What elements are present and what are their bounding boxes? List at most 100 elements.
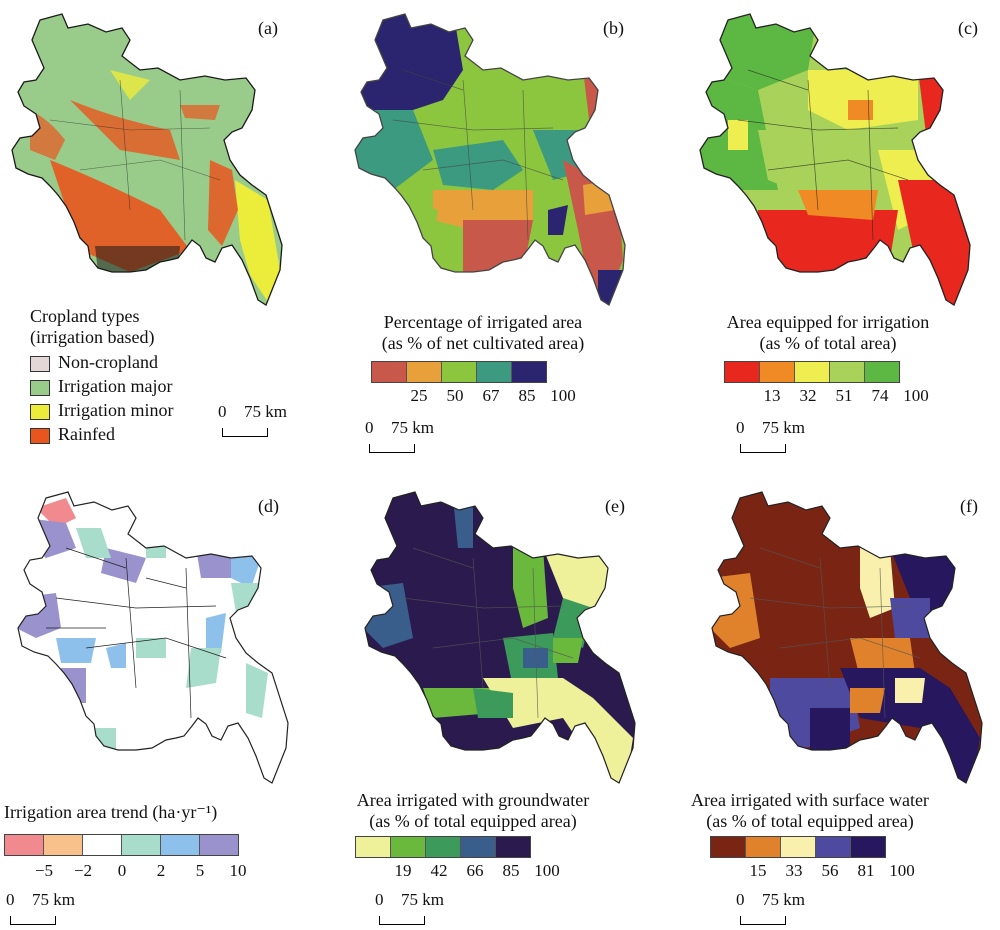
- colorbar-bin: [830, 362, 865, 382]
- colorbar-bin: [512, 362, 546, 382]
- tick-label: 5: [195, 861, 205, 880]
- colorbar-bin: [851, 837, 885, 857]
- colorbar-bin: [83, 835, 122, 855]
- legend-title-line1: Area equipped for irrigation: [726, 312, 930, 332]
- scale-line: [379, 916, 425, 925]
- scale-line: [740, 916, 786, 925]
- tick-label: 100: [534, 861, 560, 880]
- scale-zero: 0: [6, 890, 15, 909]
- scale-km: 75 km: [401, 890, 444, 909]
- colorbar-bin: [407, 362, 442, 382]
- tick-label: 0: [117, 861, 127, 880]
- colorbar-f: [710, 836, 886, 858]
- colorbar-bin: [5, 835, 44, 855]
- colorbar-b: [371, 361, 547, 383]
- tick-label: 10: [229, 861, 247, 880]
- colorbar-bin: [372, 362, 407, 382]
- tick-label: 19: [394, 861, 412, 880]
- tick-label: 2: [156, 861, 166, 880]
- panel-d: (d) Irrigation area trend (ha·yr⁻¹): [0, 470, 330, 930]
- tick-label: 25: [410, 386, 428, 405]
- scale-line: [369, 444, 415, 453]
- tick-label: 74: [871, 386, 889, 405]
- legend-title-line2: (as % of total area): [759, 333, 897, 353]
- equipped-irrigation-map: [699, 13, 971, 306]
- colorbar-bin: [200, 835, 238, 855]
- tick-label: 66: [466, 861, 484, 880]
- swatch: [30, 355, 50, 372]
- legend-item-rainfed: Rainfed: [30, 422, 173, 446]
- scale-km: 75 km: [762, 418, 805, 437]
- scale-line: [740, 444, 786, 453]
- panel-label: (c): [958, 18, 978, 38]
- colorbar-bin: [760, 362, 795, 382]
- panel-f: (f) Area irrigated with surface water (a…: [668, 470, 998, 930]
- tick-label: 85: [502, 861, 520, 880]
- swatch: [30, 427, 50, 444]
- scale-zero: 0: [736, 890, 745, 909]
- panel-label: (d): [258, 496, 279, 516]
- legend-item-irrigation-major: Irrigation major: [30, 374, 173, 398]
- swatch: [30, 379, 50, 396]
- tick-label: −2: [73, 861, 93, 880]
- colorbar-bin: [816, 837, 851, 857]
- legend-label: Rainfed: [58, 424, 115, 444]
- colorbar-bin: [44, 835, 83, 855]
- legend-title-line1: Cropland types: [30, 306, 140, 326]
- scale-zero: 0: [375, 890, 384, 909]
- tick-label: 100: [889, 861, 915, 880]
- colorbar-bin: [746, 837, 781, 857]
- colorbar-bin: [795, 362, 830, 382]
- tick-label: 50: [446, 386, 464, 405]
- legend-label: Non-cropland: [58, 352, 158, 372]
- irrigation-trend-map: [17, 491, 289, 784]
- colorbar-bin: [725, 362, 760, 382]
- panel-b: (b) Percentage of irrigated area (as % o…: [333, 0, 663, 460]
- colorbar-bin: [442, 362, 477, 382]
- tick-label: 100: [550, 386, 576, 405]
- colorbar-bin: [477, 362, 512, 382]
- cropland-type-map: [11, 13, 283, 306]
- legend-title-line2: (as % of net cultivated area): [381, 333, 585, 353]
- scale-line: [10, 916, 56, 925]
- panel-label: (a): [258, 18, 278, 38]
- panel-c: (c) Area equipped for irrigation (as % o…: [668, 0, 998, 460]
- tick-label: 85: [518, 386, 536, 405]
- colorbar-bin: [865, 362, 899, 382]
- groundwater-irrigation-map: [364, 491, 636, 784]
- scale-km: 75 km: [762, 890, 805, 909]
- legend-title-line1: Irrigation area trend (ha·yr⁻¹): [4, 802, 218, 822]
- tick-label: 33: [785, 861, 803, 880]
- colorbar-bin: [496, 837, 530, 857]
- legend-title-line1: Area irrigated with groundwater: [356, 790, 590, 810]
- legend-title-line2: (irrigation based): [30, 327, 155, 347]
- colorbar-bin: [461, 837, 496, 857]
- legend-title-f: Area irrigated with surface water (as % …: [670, 790, 950, 832]
- scale-line: [222, 428, 268, 437]
- tick-label: 15: [749, 861, 767, 880]
- tick-label: 56: [821, 861, 839, 880]
- legend-title-d: Irrigation area trend (ha·yr⁻¹): [4, 802, 217, 823]
- scale-bar: 0 75 km: [365, 418, 465, 458]
- scale-zero: 0: [218, 402, 227, 421]
- colorbar-bin: [161, 835, 200, 855]
- tick-label: 51: [835, 386, 853, 405]
- swatch: [30, 403, 50, 420]
- colorbar-bin: [711, 837, 746, 857]
- colorbar-bin: [356, 837, 391, 857]
- legend-title-a: Cropland types (irrigation based): [30, 306, 154, 348]
- scale-zero: 0: [365, 418, 374, 437]
- scale-bar: 0 75 km: [218, 402, 318, 442]
- scale-bar: 0 75 km: [375, 890, 475, 930]
- scale-bar: 0 75 km: [736, 890, 836, 930]
- tick-label: −5: [34, 861, 54, 880]
- scale-bar: 0 75 km: [736, 418, 836, 458]
- legend-item-irrigation-minor: Irrigation minor: [30, 398, 173, 422]
- panel-e: (e) Area irrigated with groundwater (as …: [333, 470, 663, 930]
- colorbar-c: [724, 361, 900, 383]
- scale-zero: 0: [736, 418, 745, 437]
- legend-title-b: Percentage of irrigated area (as % of ne…: [353, 312, 613, 354]
- legend-title-e: Area irrigated with groundwater (as % of…: [333, 790, 613, 832]
- tick-label: 81: [857, 861, 875, 880]
- surface-water-irrigation-map: [711, 491, 983, 784]
